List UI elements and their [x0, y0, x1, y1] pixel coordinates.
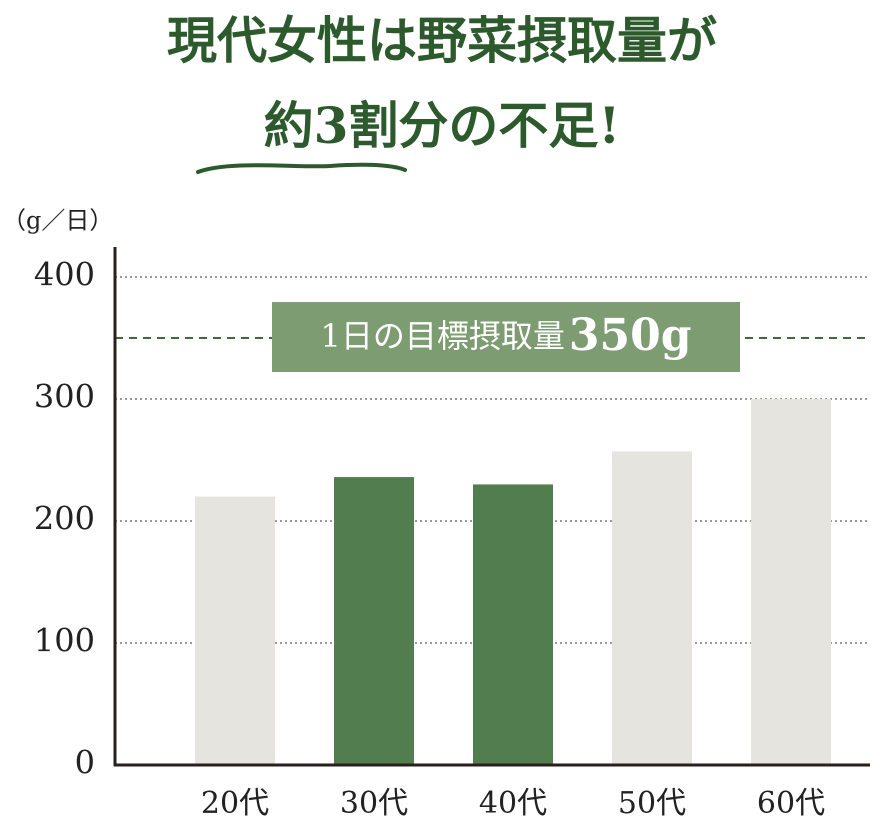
bar — [612, 451, 692, 765]
chart-title: 約3割分の不足! — [264, 96, 621, 155]
y-tick-label: 0 — [75, 744, 95, 782]
chart-title: 現代女性は野菜摂取量が — [167, 11, 717, 70]
x-tick-label: 20代 — [201, 786, 269, 821]
y-tick-label: 400 — [34, 256, 95, 294]
x-tick-label: 60代 — [757, 786, 825, 821]
bar — [334, 477, 414, 765]
bar — [195, 496, 275, 765]
x-tick-label: 50代 — [618, 786, 686, 821]
target-label-text: 1日の目標摂取量 — [321, 317, 565, 355]
target-value-label: 350g — [569, 310, 692, 361]
y-tick-label: 100 — [34, 622, 95, 660]
bar — [751, 399, 831, 765]
y-tick-label: 200 — [34, 500, 95, 538]
target-label-box — [272, 302, 740, 372]
x-tick-label: 40代 — [479, 786, 547, 821]
y-axis-label: （g／日） — [2, 207, 113, 235]
bar — [473, 484, 553, 765]
underline — [196, 162, 407, 174]
target-label: 1日の目標摂取量350g — [321, 310, 692, 361]
y-tick-label: 300 — [34, 378, 95, 416]
x-tick-label: 30代 — [340, 786, 408, 821]
